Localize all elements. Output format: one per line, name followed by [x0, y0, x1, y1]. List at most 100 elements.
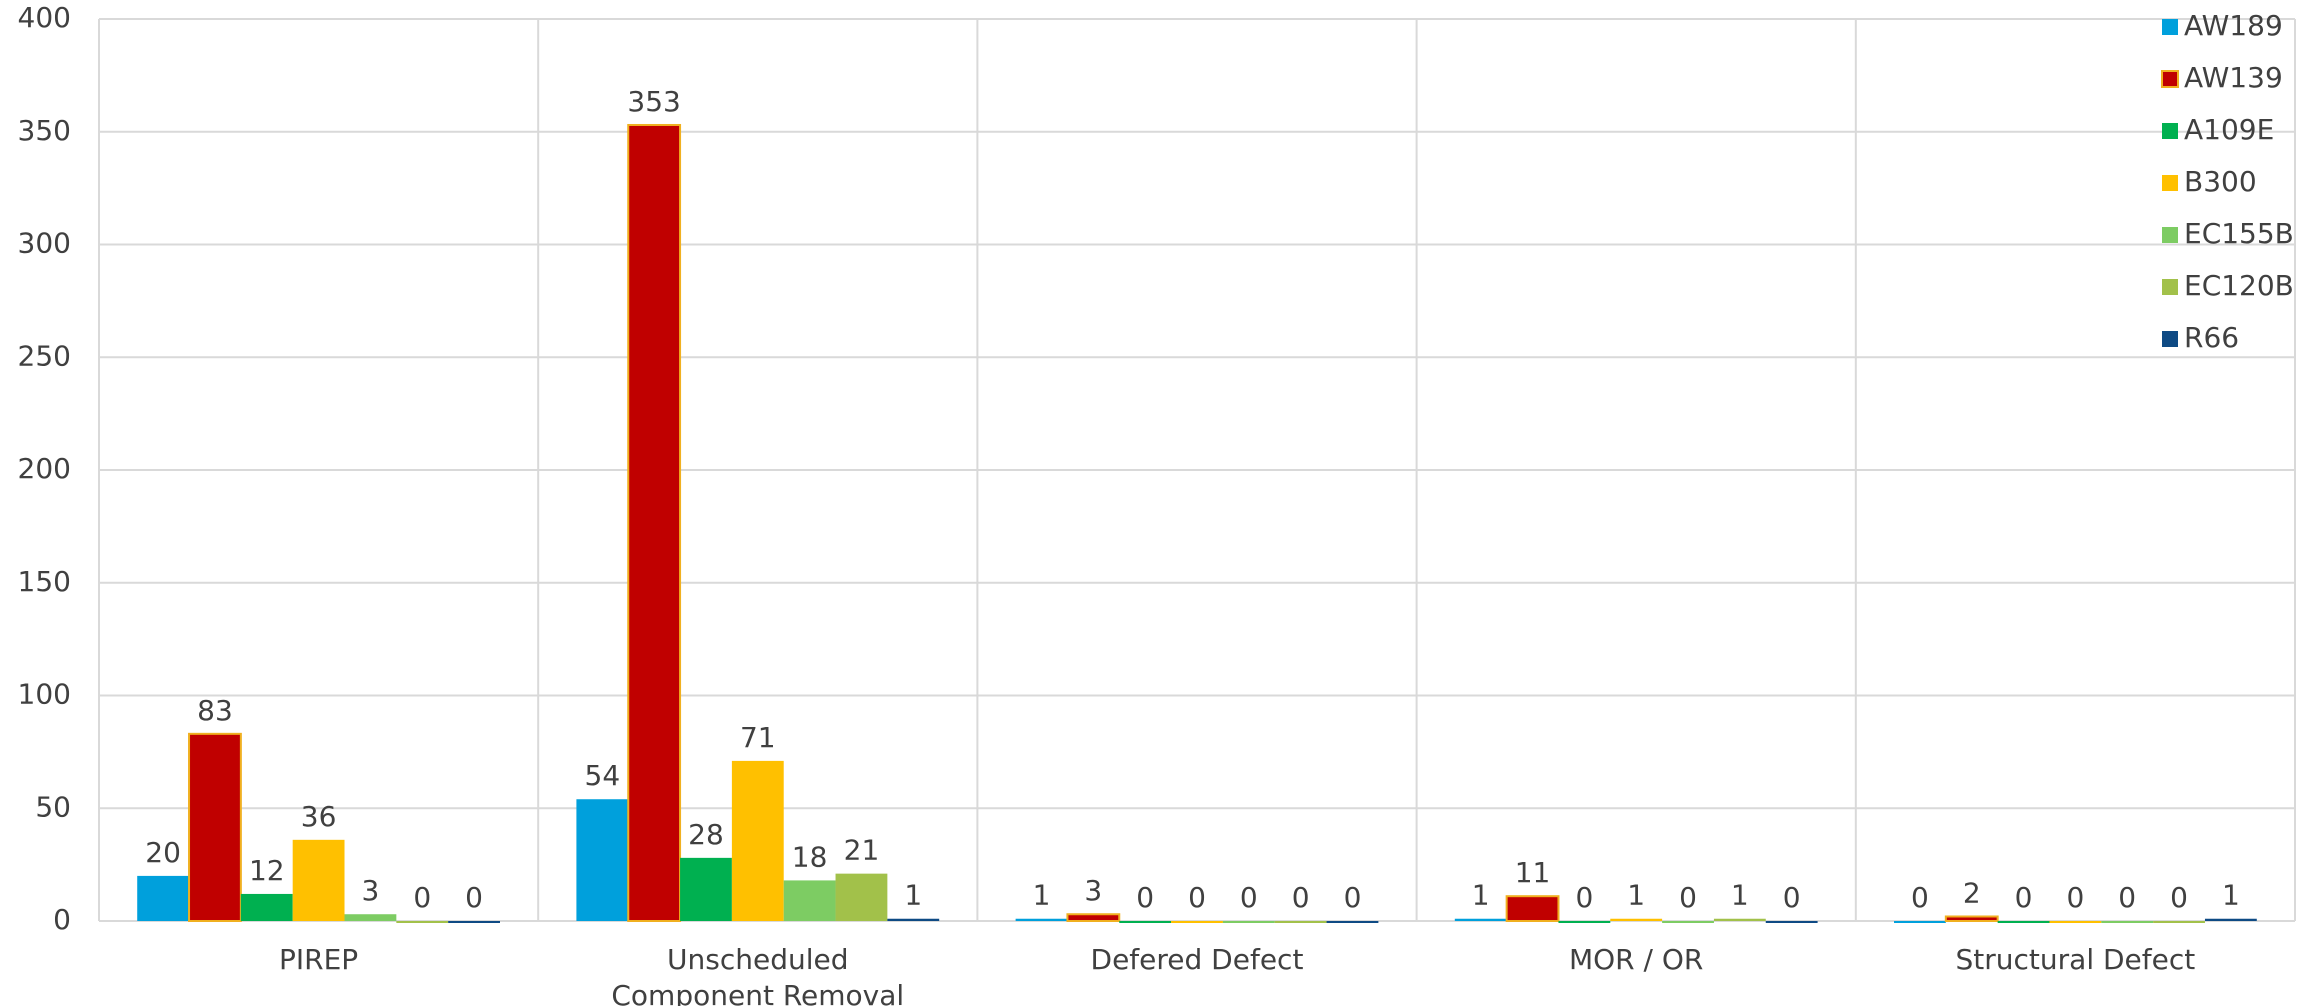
- bar: [731, 760, 784, 921]
- legend-label: R66: [2184, 321, 2239, 354]
- data-label: 1: [904, 879, 922, 912]
- x-tick-label: Unscheduled Component Removal: [611, 943, 905, 1006]
- bar: [1274, 921, 1327, 923]
- legend-label: A109E: [2184, 113, 2274, 146]
- data-label: 0: [1292, 881, 1310, 914]
- data-label: 28: [688, 818, 724, 851]
- bar: [292, 839, 345, 921]
- y-tick-label: 50: [35, 790, 71, 823]
- legend-label: B300: [2184, 165, 2257, 198]
- bar: [1662, 921, 1714, 923]
- data-label: 18: [792, 840, 828, 873]
- bar: [2049, 921, 2102, 923]
- y-tick-label: 250: [18, 339, 71, 372]
- data-label: 0: [413, 881, 431, 914]
- bar: [2153, 921, 2205, 923]
- bar: [448, 921, 500, 923]
- data-label: 0: [1240, 881, 1258, 914]
- data-label: 353: [627, 85, 680, 118]
- legend-label: EC155B: [2184, 217, 2294, 250]
- legend-label: AW189: [2184, 9, 2283, 42]
- bar: [1713, 918, 1766, 921]
- bar: [887, 918, 940, 921]
- bar: [1015, 918, 1068, 921]
- data-label: 0: [1911, 881, 1929, 914]
- data-label: 0: [1344, 881, 1362, 914]
- data-label: 0: [1679, 881, 1697, 914]
- data-label: 1: [1033, 879, 1051, 912]
- bar: [1454, 918, 1507, 921]
- legend-label: EC120B: [2184, 269, 2294, 302]
- data-label: 0: [2118, 881, 2136, 914]
- bar: [137, 875, 190, 921]
- legend-swatch: [2162, 123, 2178, 139]
- y-tick-label: 0: [53, 903, 71, 936]
- bar: [1222, 921, 1275, 923]
- y-tick-label: 400: [18, 1, 71, 34]
- data-label: 11: [1515, 856, 1551, 889]
- bar: [1765, 921, 1818, 923]
- bar: [1558, 921, 1611, 923]
- x-tick-label: PIREP: [279, 943, 359, 976]
- data-label: 0: [2170, 881, 2188, 914]
- data-label: 0: [1575, 881, 1593, 914]
- data-label: 0: [2066, 881, 2084, 914]
- bar: [783, 880, 836, 921]
- legend-swatch: [2162, 331, 2178, 347]
- bar: [627, 123, 682, 923]
- data-label: 0: [1188, 881, 1206, 914]
- data-label: 2: [1963, 876, 1981, 909]
- data-label: 3: [1084, 874, 1102, 907]
- bar: [1944, 915, 1999, 922]
- data-label: 0: [2015, 881, 2033, 914]
- bar: [1505, 895, 1560, 923]
- data-label: 21: [844, 834, 880, 867]
- y-tick-label: 200: [18, 452, 71, 485]
- data-label: 1: [1731, 879, 1749, 912]
- bar: [188, 732, 242, 923]
- legend-label: AW139: [2184, 61, 2283, 94]
- data-label: 1: [1627, 879, 1645, 912]
- data-label: 36: [301, 800, 337, 833]
- legend-swatch: [2162, 175, 2178, 191]
- bar: [1610, 918, 1663, 921]
- legend-swatch: [2162, 227, 2178, 243]
- data-label: 0: [1136, 881, 1154, 914]
- data-label: 1: [2222, 879, 2240, 912]
- data-label: 12: [249, 854, 285, 887]
- data-label: 1: [1472, 879, 1490, 912]
- bar: [2204, 918, 2257, 921]
- bar: [1997, 921, 2050, 923]
- data-label: 0: [1783, 881, 1801, 914]
- y-tick-label: 350: [18, 114, 71, 147]
- y-tick-label: 300: [18, 227, 71, 260]
- bar: [835, 873, 888, 921]
- data-label: 3: [362, 874, 380, 907]
- y-tick-label: 100: [18, 678, 71, 711]
- bar: [240, 893, 293, 921]
- bar: [576, 799, 629, 921]
- bar: [1171, 921, 1223, 923]
- legend-swatch: [2162, 19, 2178, 35]
- data-label: 20: [145, 836, 181, 869]
- bar: [1066, 913, 1121, 922]
- legend-swatch: [2161, 70, 2179, 88]
- bar: [1119, 921, 1172, 923]
- data-label: 54: [585, 759, 621, 792]
- x-tick-label: MOR / OR: [1568, 943, 1704, 976]
- data-label: 71: [740, 721, 776, 754]
- data-label: 0: [465, 881, 483, 914]
- data-label: 83: [197, 694, 233, 727]
- bar: [344, 914, 397, 921]
- x-tick-label: Defered Defect: [1090, 943, 1304, 976]
- x-tick-label: Structural Defect: [1955, 943, 2196, 976]
- bar: [680, 857, 732, 921]
- bar: [2101, 921, 2154, 923]
- y-tick-label: 150: [18, 565, 71, 598]
- bar: [1326, 921, 1379, 923]
- legend-swatch: [2162, 279, 2178, 295]
- bar: [1894, 921, 1946, 923]
- bar: [396, 921, 449, 923]
